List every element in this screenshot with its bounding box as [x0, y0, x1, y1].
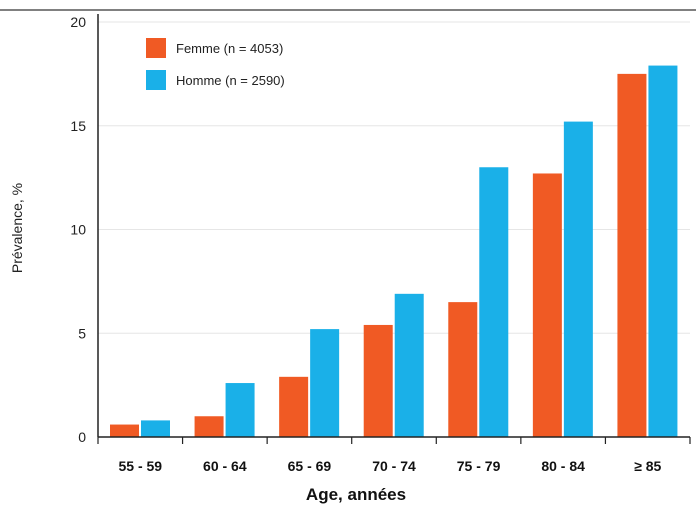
axes — [97, 14, 691, 444]
y-tick-label: 10 — [70, 222, 86, 238]
y-tick-label: 5 — [78, 325, 86, 341]
bars — [110, 65, 678, 437]
x-tick-label: 70 - 74 — [372, 458, 416, 474]
legend-label: Homme (n = 2590) — [176, 73, 285, 88]
legend-swatch — [146, 38, 166, 58]
bar — [532, 173, 562, 437]
bar — [448, 302, 478, 437]
x-tick-label: 65 - 69 — [288, 458, 332, 474]
x-tick-label: ≥ 85 — [634, 458, 661, 474]
bar — [563, 121, 593, 437]
x-tick-label: 75 - 79 — [457, 458, 501, 474]
bar — [310, 329, 340, 437]
x-axis-title: Age, années — [306, 485, 406, 504]
bar — [363, 324, 393, 437]
x-tick-label: 55 - 59 — [118, 458, 162, 474]
bar — [110, 424, 139, 437]
legend-label: Femme (n = 4053) — [176, 41, 283, 56]
bar — [279, 376, 309, 437]
legend: Femme (n = 4053) Homme (n = 2590) — [146, 38, 285, 90]
bar — [141, 420, 170, 437]
bar — [225, 383, 255, 437]
x-tick-label: 80 - 84 — [541, 458, 585, 474]
y-tick-label: 0 — [78, 429, 86, 445]
y-tick-labels: 0 5 10 15 20 — [70, 14, 86, 445]
bar — [394, 293, 424, 437]
x-tick-label: 60 - 64 — [203, 458, 247, 474]
x-tick-labels: 55 - 59 60 - 64 65 - 69 70 - 74 75 - 79 80 - … — [118, 458, 661, 474]
bar — [194, 416, 224, 437]
y-tick-label: 15 — [70, 118, 86, 134]
bar — [479, 167, 509, 437]
bar — [617, 73, 647, 437]
y-axis-title: Prévalence, % — [9, 183, 25, 273]
gridlines — [98, 21, 690, 334]
bar — [648, 65, 678, 437]
legend-swatch — [146, 70, 166, 90]
y-tick-label: 20 — [70, 14, 86, 30]
